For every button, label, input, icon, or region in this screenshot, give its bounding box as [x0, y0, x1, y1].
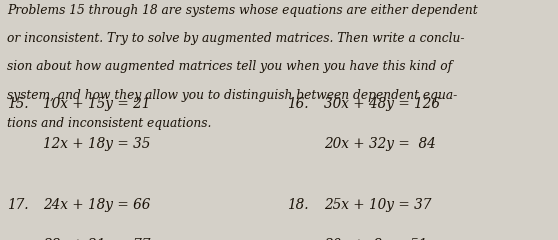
- Text: 17.: 17.: [7, 198, 28, 212]
- Text: sion about how augmented matrices tell you when you have this kind of: sion about how augmented matrices tell y…: [7, 60, 452, 73]
- Text: system, and how they allow you to distinguish between dependent equa-: system, and how they allow you to distin…: [7, 89, 457, 102]
- Text: tions and inconsistent equations.: tions and inconsistent equations.: [7, 117, 211, 130]
- Text: 16.: 16.: [287, 97, 309, 111]
- Text: or inconsistent. Try to solve by augmented matrices. Then write a conclu-: or inconsistent. Try to solve by augment…: [7, 32, 464, 45]
- Text: 15.: 15.: [7, 97, 28, 111]
- Text: 28x + 21y = 77: 28x + 21y = 77: [43, 238, 150, 240]
- Text: 20x +  8y = 51: 20x + 8y = 51: [324, 238, 427, 240]
- Text: 30x + 48y = 126: 30x + 48y = 126: [324, 97, 440, 111]
- Text: 10x + 15y = 21: 10x + 15y = 21: [43, 97, 150, 111]
- Text: 20x + 32y =  84: 20x + 32y = 84: [324, 137, 435, 151]
- Text: Problems 15 through 18 are systems whose equations are either dependent: Problems 15 through 18 are systems whose…: [7, 4, 477, 17]
- Text: 24x + 18y = 66: 24x + 18y = 66: [43, 198, 150, 212]
- Text: 25x + 10y = 37: 25x + 10y = 37: [324, 198, 431, 212]
- Text: 12x + 18y = 35: 12x + 18y = 35: [43, 137, 150, 151]
- Text: 18.: 18.: [287, 198, 309, 212]
